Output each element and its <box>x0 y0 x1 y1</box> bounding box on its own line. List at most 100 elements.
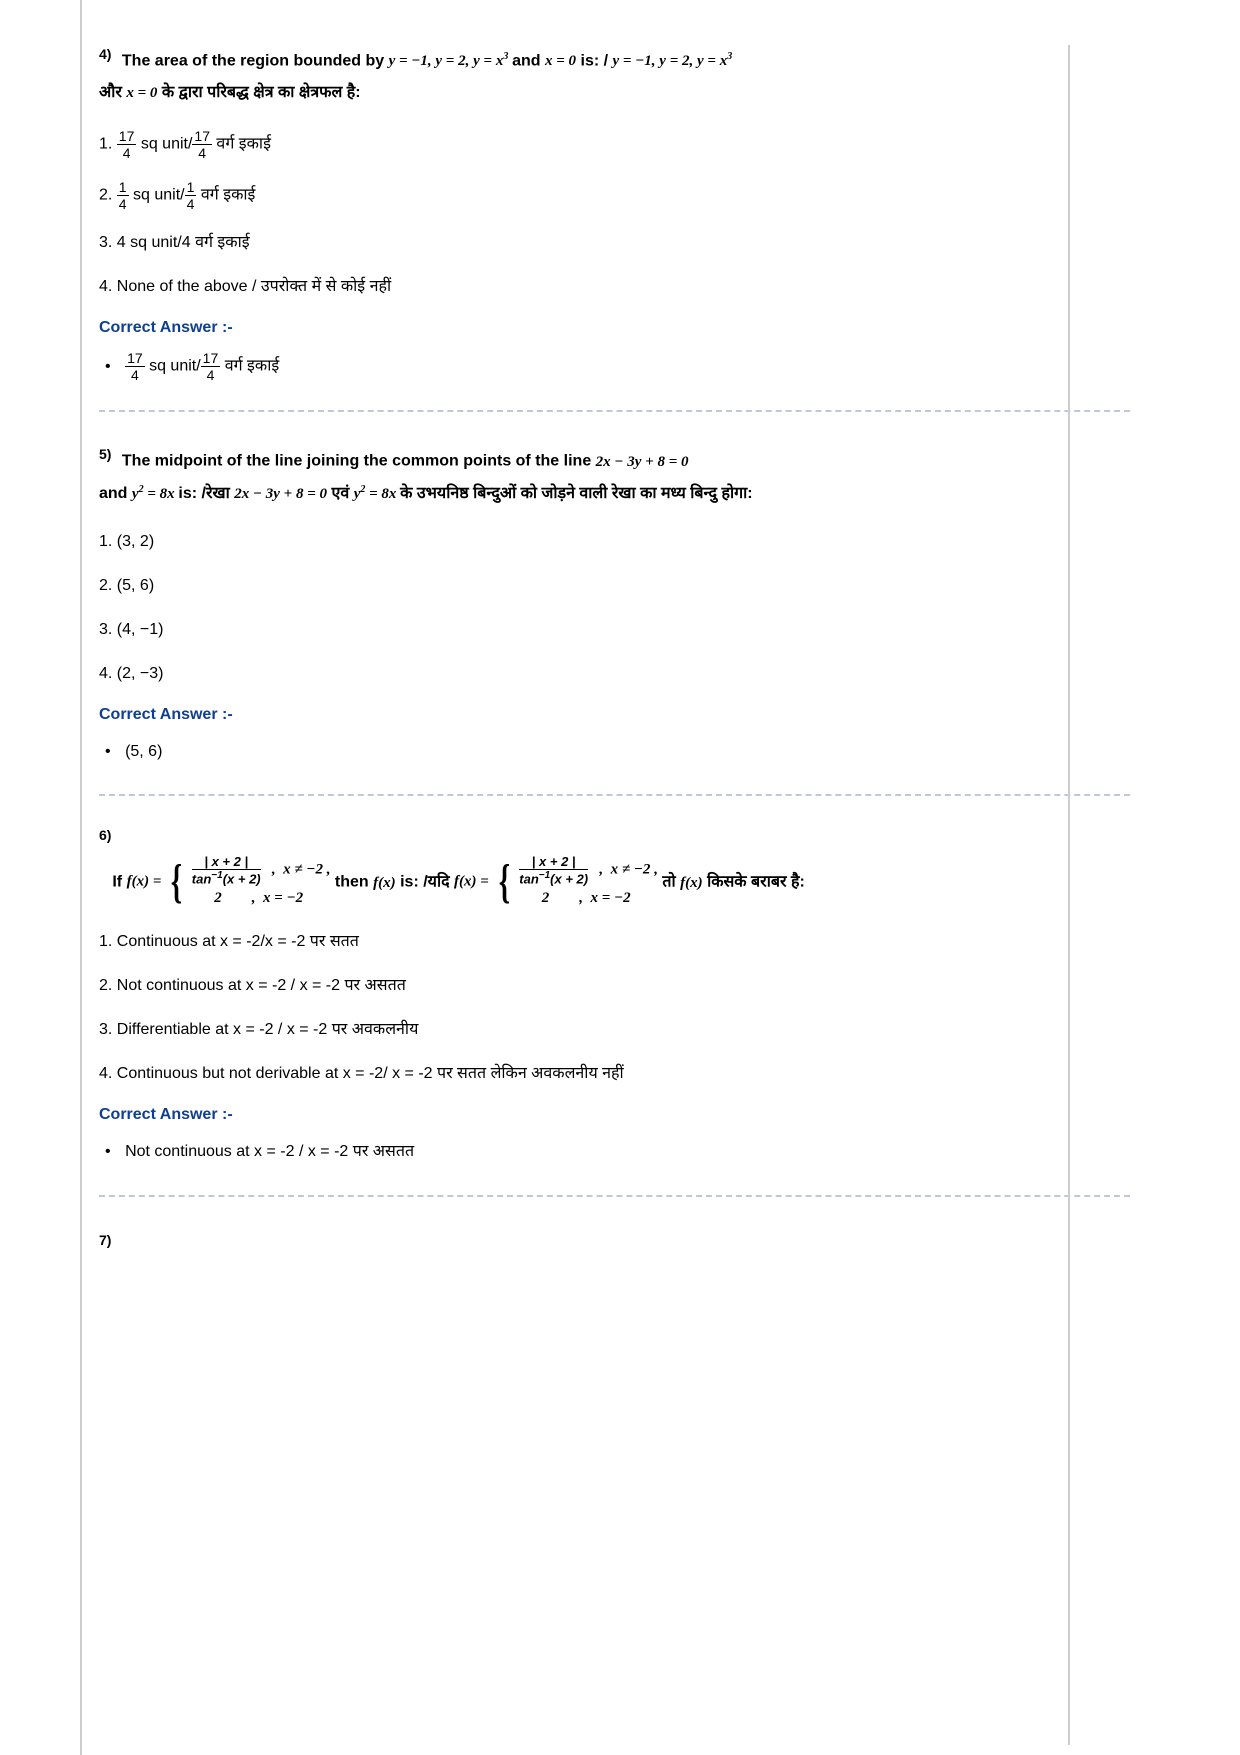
q6-option-3: 3. Differentiable at x = -2 / x = -2 पर … <box>99 1018 1130 1042</box>
q5-option-3: 3. (4, −1) <box>99 618 1130 642</box>
q5-option-1: 1. (3, 2) <box>99 530 1130 554</box>
q6-topfrac-2: | x + 2 | tan−1(x + 2) <box>519 855 588 885</box>
brace-icon: { <box>171 863 182 901</box>
q4-answer-label: Correct Answer :- <box>99 319 1130 337</box>
q4-answer: • 17 4 sq unit/ 17 4 वर्ग इकाई <box>105 351 1130 382</box>
bullet-icon: • <box>105 1143 111 1160</box>
q5-opt2-text: (5, 6) <box>117 577 154 594</box>
q5-text-en-3: is: /रेखा <box>178 485 229 502</box>
q5-option-2: 2. (5, 6) <box>99 574 1130 598</box>
q4-ans-frac1: 17 4 <box>125 351 145 382</box>
q4-number: 4) <box>99 46 111 62</box>
q5-opt4-text: (2, −3) <box>117 665 164 682</box>
q7-text: 7) <box>99 1225 1130 1257</box>
q5-answer-label: Correct Answer :- <box>99 706 1130 724</box>
q6-answer-label: Correct Answer :- <box>99 1106 1130 1124</box>
q5-options: 1. (3, 2) 2. (5, 6) 3. (4, −1) 4. (2, −3… <box>99 530 1130 686</box>
frac-den: tan−1(x + 2) <box>519 870 588 885</box>
tan-text: tan <box>192 872 212 887</box>
q6-is: is: /यदि <box>400 874 449 891</box>
q5-opt1-text: (3, 2) <box>117 533 154 550</box>
q4-eq1-sup: 3 <box>503 51 508 62</box>
q4-text-hi-1: और <box>99 84 122 101</box>
q5-text-en-1: The midpoint of the line joining the com… <box>122 453 591 470</box>
q6-answer: • Not continuous at x = -2 / x = -2 पर अ… <box>105 1138 1130 1167</box>
q4-opt3-text: 4 sq unit/4 वर्ग इकाई <box>117 234 250 251</box>
q6-option-2: 2. Not continuous at x = -2 / x = -2 पर … <box>99 974 1130 998</box>
q6-opt2-text: Not continuous at x = -2 / x = -2 पर असत… <box>117 977 406 994</box>
piecewise-row-2: 2 , x = −2 <box>192 886 331 910</box>
q4-opt1-frac2: 17 4 <box>192 129 212 160</box>
q5-text-en-2: and <box>99 485 127 502</box>
q7-number: 7) <box>99 1232 111 1248</box>
q4-text-en-2: and <box>512 52 540 69</box>
tan-rest: (x + 2) <box>223 872 261 887</box>
cond-top: x ≠ −2 <box>611 862 651 878</box>
q6-option-4: 4. Continuous but not derivable at x = -… <box>99 1062 1130 1086</box>
q4-eq2: x = 0 <box>545 53 576 69</box>
frac-num: 17 <box>117 129 137 145</box>
q4-opt2-mid: sq unit/ <box>129 187 185 204</box>
q6-options: 1. Continuous at x = -2/x = -2 पर सतत 2.… <box>99 930 1130 1086</box>
q4-option-4: 4. None of the above / उपरोक्त में से को… <box>99 275 1130 299</box>
q6-option-1: 1. Continuous at x = -2/x = -2 पर सतत <box>99 930 1130 954</box>
q4-eq3: y = −1, y = 2, y = x3 <box>613 53 733 69</box>
frac-den: tan−1(x + 2) <box>192 870 261 885</box>
q5-option-4: 4. (2, −3) <box>99 662 1130 686</box>
bullet-icon: • <box>105 358 111 375</box>
q5-eq1: 2x − 3y + 8 = 0 <box>596 454 689 470</box>
q4-text-en-1: The area of the region bounded by <box>122 52 384 69</box>
q5-eq2: y2 = 8x <box>132 486 178 502</box>
question-5: 5) The midpoint of the line joining the … <box>99 440 1130 766</box>
q6-number: 6) <box>99 827 111 843</box>
q4-text-hi-2: के द्वारा परिबद्ध क्षेत्र का क्षेत्रफल ह… <box>162 84 361 101</box>
q4-options: 1. 17 4 sq unit/ 17 4 वर्ग इकाई 2. 1 4 s… <box>99 129 1130 299</box>
q6-text: 6) If f(x) = { | x + 2 | tan−1(x + 2) , … <box>99 824 1130 909</box>
right-border <box>1068 45 1070 1745</box>
frac-den: 4 <box>125 367 145 382</box>
piecewise-row-2b: 2 , x = −2 <box>519 886 658 910</box>
q6-opt4-text: Continuous but not derivable at x = -2/ … <box>117 1065 624 1082</box>
page: 4) The area of the region bounded by y =… <box>0 0 1240 1755</box>
frac-num: 1 <box>117 180 129 196</box>
tan-sup: −1 <box>211 870 222 881</box>
q4-eq4: x = 0 <box>126 85 157 101</box>
q4-eq1-base: y = −1, y = 2, y = x <box>389 53 504 69</box>
q5-text-hi-1: एवं <box>331 485 349 502</box>
q6-if: If <box>112 874 122 891</box>
q5-opt3-text: (4, −1) <box>117 621 164 638</box>
q5-answer-text: (5, 6) <box>125 743 162 760</box>
frac-num: 17 <box>125 351 145 367</box>
tan-text: tan <box>519 872 539 887</box>
brace-icon: { <box>498 863 509 901</box>
piecewise-col-2: | x + 2 | tan−1(x + 2) , x ≠ −2 , 2 , x … <box>519 855 658 909</box>
piecewise-row-1b: | x + 2 | tan−1(x + 2) , x ≠ −2 , <box>519 855 658 885</box>
content-area: 4) The area of the region bounded by y =… <box>85 40 1160 1257</box>
cond-top: x ≠ −2 <box>283 862 323 878</box>
q6-fx-label: f(x) = <box>127 874 162 890</box>
q4-opt4-text: None of the above / उपरोक्त में से कोई न… <box>117 278 391 295</box>
q6-topfrac: | x + 2 | tan−1(x + 2) <box>192 855 261 885</box>
q6-fx-label-2: f(x) = <box>454 874 489 890</box>
question-6: 6) If f(x) = { | x + 2 | tan−1(x + 2) , … <box>99 824 1130 1166</box>
q5-eq2-base: y <box>132 486 139 502</box>
frac-den: 4 <box>192 145 212 160</box>
q6-opt3-text: Differentiable at x = -2 / x = -2 पर अवक… <box>117 1021 419 1038</box>
val-bot: 2 <box>214 890 222 906</box>
q4-text-en-3: is: / <box>581 52 609 69</box>
q5-eq4: y2 = 8x <box>354 486 400 502</box>
val-bot: 2 <box>542 890 550 906</box>
q4-text: 4) The area of the region bounded by y =… <box>99 40 1130 109</box>
q4-eq1: y = −1, y = 2, y = x3 <box>389 53 512 69</box>
frac-den: 4 <box>201 367 221 382</box>
q4-opt2-frac1: 1 4 <box>117 180 129 211</box>
q4-ans-hi: वर्ग इकाई <box>220 358 279 375</box>
frac-den: 4 <box>117 196 129 211</box>
frac-num: 17 <box>192 129 212 145</box>
piecewise-row-1: | x + 2 | tan−1(x + 2) , x ≠ −2 , <box>192 855 331 885</box>
q5-eq4-rest: = 8x <box>365 486 396 502</box>
cond-bot: x = −2 <box>263 890 303 906</box>
q4-ans-frac2: 17 4 <box>201 351 221 382</box>
frac-num: | x + 2 | <box>519 855 588 870</box>
q6-fx3: f(x) <box>680 875 703 891</box>
